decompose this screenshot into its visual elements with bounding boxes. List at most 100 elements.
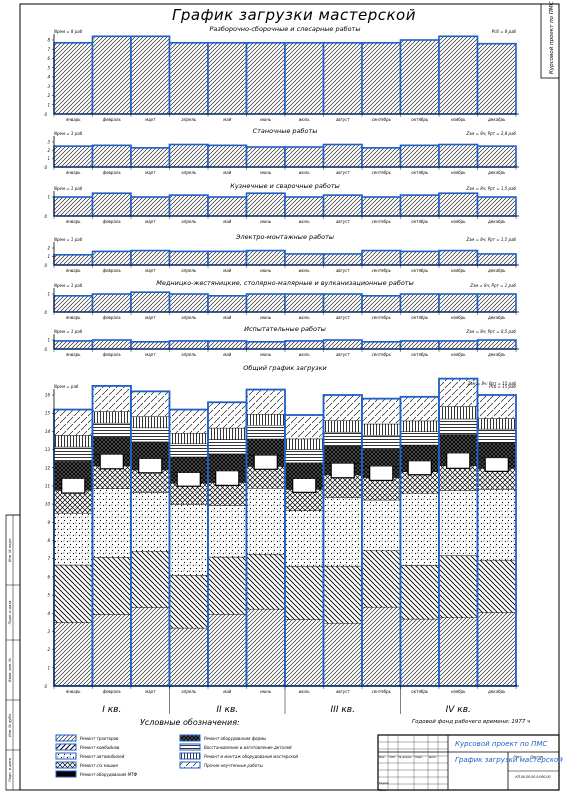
month-label: июль	[299, 219, 311, 224]
month-label: февраль	[103, 117, 122, 122]
month-label: октябрь	[411, 689, 429, 694]
legend-swatch-diag-fine	[55, 734, 77, 742]
segment-diag-fine	[438, 617, 478, 687]
month-label: август	[336, 352, 350, 357]
bar-electric-5	[245, 249, 286, 266]
month-label: октябрь	[411, 117, 429, 122]
bar-mednitsky-1	[91, 293, 132, 313]
chart-machine: Станочные работы 1 2 3 0 Nрем = 3 раб Zзм = 8ч…	[44, 127, 519, 175]
month-label: май	[223, 352, 231, 357]
segment-diag-fine	[92, 614, 132, 687]
bar-machine-3	[168, 143, 209, 168]
y-tick-label: 4	[47, 611, 50, 616]
bar-mednitsky-7	[322, 293, 363, 313]
month-label: январь	[66, 170, 81, 175]
month-label: июнь	[260, 170, 272, 175]
y-tick-label: 3	[47, 84, 50, 89]
total-column-7	[322, 394, 363, 687]
title-block-sheet-label: Лист	[512, 755, 523, 759]
legend-label: Ремонт и монтаж оборудования мастерской	[204, 754, 298, 759]
month-label: май	[223, 268, 231, 273]
legend-label: Ремонт тракторов	[80, 736, 119, 741]
bar-forge-3	[168, 194, 209, 217]
y-tick-label: 0	[44, 112, 47, 117]
month-label: август	[336, 219, 350, 224]
y-tick-label: 1	[47, 195, 50, 200]
segment-cross-dark	[92, 437, 132, 455]
segment-hlines	[207, 439, 247, 455]
y-tick-label: 0	[44, 263, 47, 268]
total-column-10	[438, 377, 479, 687]
legend-swatch-solid	[55, 770, 77, 778]
segment-diag-fine	[284, 619, 324, 687]
segment-cross-dark	[169, 456, 209, 473]
segment-cross-dark	[284, 462, 324, 479]
month-label: сентябрь	[372, 268, 392, 273]
segment-diag-fine	[361, 606, 401, 687]
unit-label-left: Nрем = 1 раб	[54, 283, 83, 288]
y-tick-label: 6	[47, 574, 50, 579]
segment-dots	[246, 488, 286, 555]
segment-vlines	[438, 406, 478, 420]
unit-label-right: Pсб = 15 раб	[489, 384, 516, 389]
y-tick-label: 11	[45, 483, 50, 488]
stamp-label: № докум.	[398, 756, 412, 759]
segment-diag-rev	[92, 557, 132, 615]
bar-machine-10	[438, 143, 479, 168]
month-label: июнь	[260, 352, 272, 357]
month-label: август	[336, 170, 350, 175]
month-label: май	[223, 689, 231, 694]
unit-label-left: Nрем = 1 раб	[54, 329, 83, 334]
legend-swatch-diag-bold	[55, 743, 77, 751]
month-label: июнь	[260, 689, 272, 694]
bar-testing-6	[284, 340, 325, 350]
month-label: февраль	[103, 315, 122, 320]
y-tick-label: 2	[47, 647, 50, 652]
y-tick-label: 1	[47, 102, 50, 107]
segment-hlines	[477, 428, 517, 443]
segment-diag-dash	[169, 409, 209, 434]
y-tick-label: 8	[47, 38, 50, 43]
month-label: май	[223, 219, 231, 224]
unit-label-left: Nрем = 3 раб	[54, 131, 83, 136]
month-label: февраль	[103, 689, 122, 694]
segment-vlines	[207, 427, 247, 440]
segment-diag-fine	[130, 607, 170, 687]
stamp-label: Разраб.	[379, 781, 389, 785]
month-label: апрель	[181, 170, 197, 175]
segment-diag-fine	[400, 618, 440, 687]
unit-label-left: Nрем = раб	[54, 384, 79, 389]
month-label: июль	[299, 117, 311, 122]
month-label: апрель	[181, 219, 197, 224]
bar-testing-5	[245, 340, 286, 350]
month-label: сентябрь	[372, 170, 392, 175]
month-label: декабрь	[487, 689, 506, 694]
bar-forge-10	[438, 192, 479, 217]
annual-fund-note: Годовой фонд рабочего времени: 1977 ч	[412, 719, 531, 725]
month-label: февраль	[103, 170, 122, 175]
bar-forge-6	[284, 196, 325, 217]
y-tick-label: 15	[45, 411, 51, 416]
month-label: сентябрь	[372, 315, 392, 320]
chart-title: Разборочно-сборочные и слесарные работы	[210, 25, 361, 33]
segment-hlines	[53, 446, 93, 462]
y-tick-label: 9	[47, 520, 50, 525]
bar-mednitsky-8	[361, 294, 402, 313]
sheet-frame	[19, 3, 560, 791]
bar-electric-4	[207, 250, 248, 266]
month-label: июль	[299, 689, 311, 694]
segment-cross-dark	[53, 461, 93, 479]
y-tick-label: 3	[47, 629, 50, 634]
segment-diag-dash	[130, 391, 170, 417]
bar-mednitsky-11	[476, 293, 517, 313]
chart-total: Общий график загрузки1234567891011121314…	[44, 364, 519, 715]
segment-vlines	[400, 420, 440, 432]
bar-assembly-8	[361, 41, 402, 115]
unit-label-right: Zзм = 8ч; Pрт = 1,5 раб	[465, 186, 516, 191]
y-tick-label: 3	[47, 140, 50, 145]
total-column-1	[91, 385, 132, 687]
segment-diag-dash	[361, 398, 401, 425]
y-tick-label: 4	[47, 75, 50, 80]
segment-cross-dark	[400, 444, 440, 462]
bar-assembly-7	[322, 41, 363, 115]
